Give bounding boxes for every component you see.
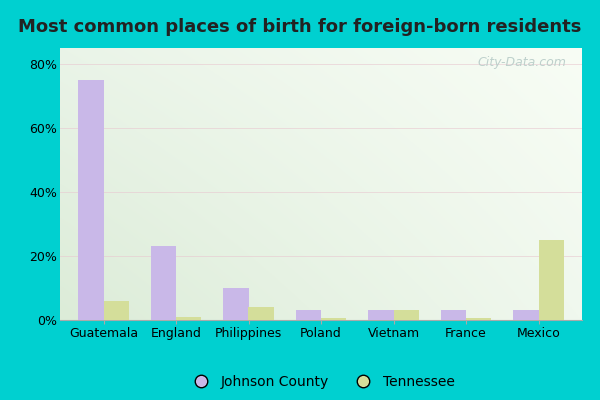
- Legend: Johnson County, Tennessee: Johnson County, Tennessee: [182, 370, 460, 395]
- Bar: [440, 310, 466, 320]
- Bar: [394, 310, 419, 320]
- Text: City-Data.com: City-Data.com: [478, 56, 566, 69]
- Bar: [104, 301, 129, 320]
- Bar: [78, 80, 104, 320]
- Text: Most common places of birth for foreign-born residents: Most common places of birth for foreign-…: [19, 18, 581, 36]
- Bar: [176, 317, 202, 320]
- Bar: [466, 318, 491, 320]
- Bar: [248, 307, 274, 320]
- Bar: [513, 310, 539, 320]
- Bar: [539, 240, 564, 320]
- Bar: [368, 310, 394, 320]
- Bar: [223, 288, 248, 320]
- Bar: [151, 246, 176, 320]
- Bar: [296, 310, 321, 320]
- Bar: [321, 318, 346, 320]
